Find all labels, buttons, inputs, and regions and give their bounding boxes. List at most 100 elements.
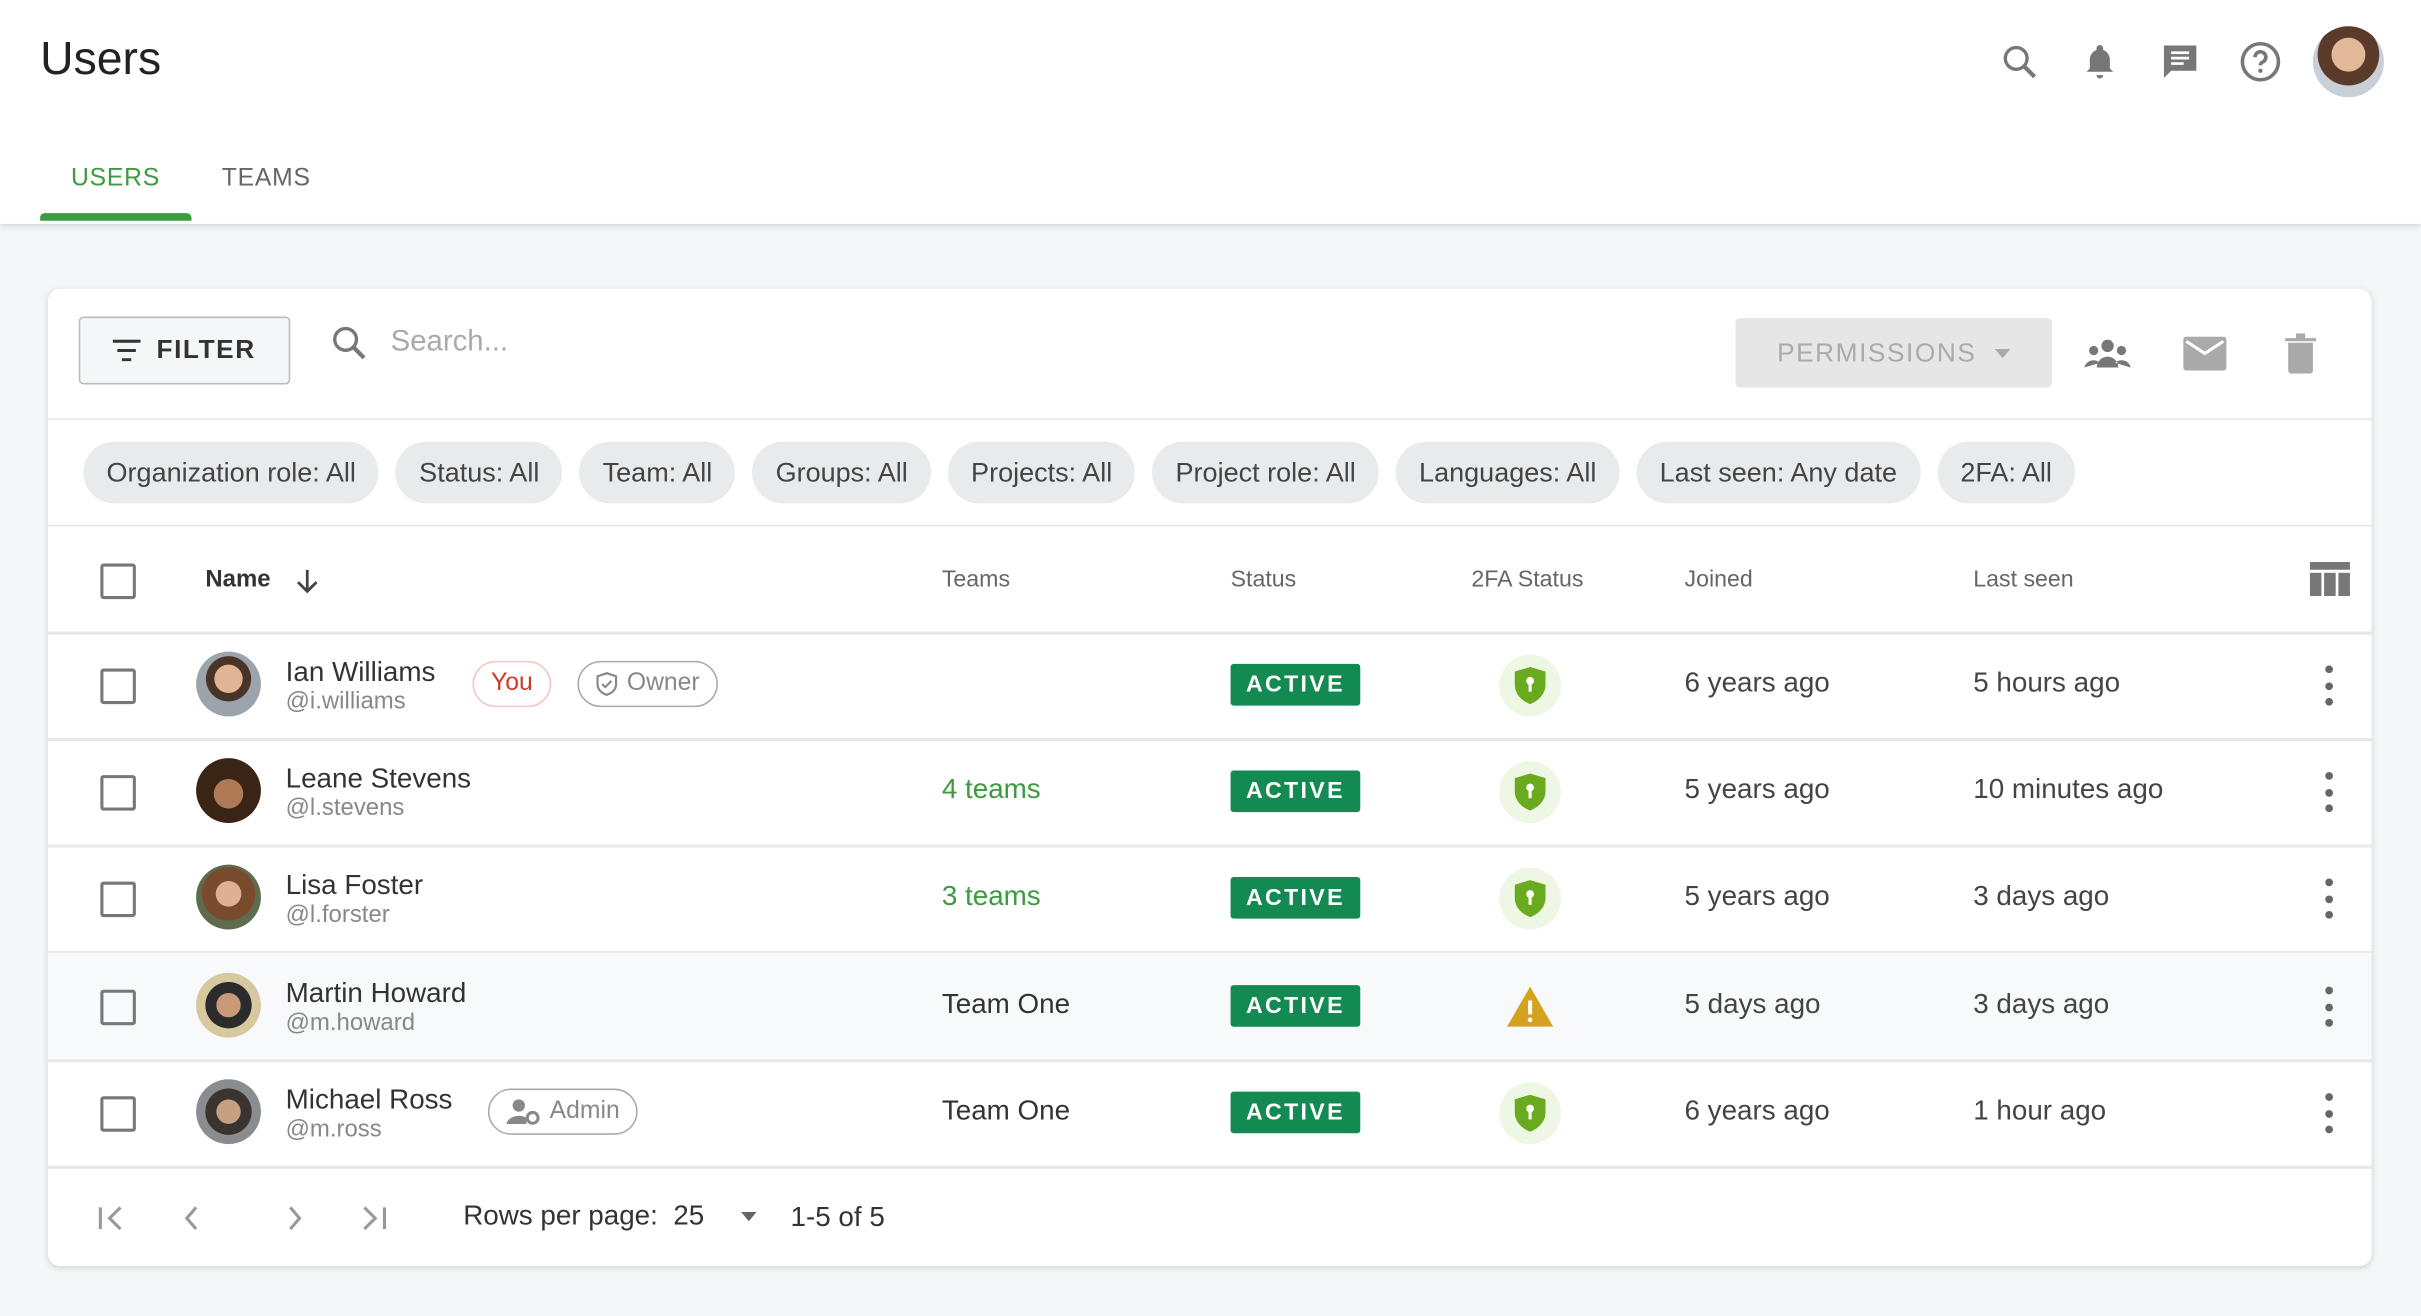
you-badge: You — [472, 660, 552, 708]
help-icon[interactable] — [2220, 25, 2300, 99]
top-bar: Users USERS TEAMS — [0, 0, 2421, 224]
chip-groups[interactable]: Groups: All — [752, 441, 931, 504]
joined: 5 years ago — [1684, 880, 1830, 911]
table-header: Name Teams Status 2FA Status Joined Last… — [47, 527, 2372, 635]
row-checkbox[interactable] — [100, 989, 136, 1026]
user-name[interactable]: Lisa Foster — [285, 869, 424, 901]
chip-project-role[interactable]: Project role: All — [1152, 441, 1379, 504]
columns-icon[interactable] — [2309, 562, 2350, 596]
chip-last-seen[interactable]: Last seen: Any date — [1636, 441, 1921, 504]
table-row[interactable]: Ian Williams @i.williams You Owner ACTIV… — [47, 631, 2372, 742]
tab-users[interactable]: USERS — [40, 139, 191, 221]
row-checkbox[interactable] — [100, 881, 136, 918]
column-name[interactable]: Name — [205, 566, 271, 593]
status-badge: ACTIVE — [1230, 985, 1361, 1027]
table-row[interactable]: Michael Ross @m.ross Admin Team One ACTI… — [47, 1059, 2372, 1169]
2fa-warning-icon — [1499, 976, 1561, 1038]
user-teams[interactable]: Team One — [941, 1094, 1071, 1126]
user-avatar[interactable] — [2312, 26, 2384, 98]
avatar — [196, 972, 261, 1038]
rows-per-page-select[interactable]: 25 — [673, 1199, 705, 1231]
rows-per-page-label: Rows per page: — [463, 1199, 658, 1231]
mail-icon[interactable] — [2177, 326, 2233, 382]
user-handle: @l.forster — [285, 901, 390, 928]
owner-badge: Owner — [577, 660, 719, 708]
avatar — [196, 651, 261, 717]
status-badge: ACTIVE — [1230, 876, 1361, 919]
more-vert-icon[interactable] — [2313, 665, 2344, 706]
user-name[interactable]: Martin Howard — [285, 977, 467, 1009]
user-handle: @i.williams — [285, 688, 406, 715]
last-page-icon[interactable] — [355, 1200, 392, 1237]
group-icon[interactable] — [2080, 326, 2136, 382]
joined: 6 years ago — [1684, 667, 1830, 698]
filter-label: FILTER — [156, 335, 256, 365]
column-last-seen: Last seen — [1973, 566, 2074, 593]
2fa-enabled-shield-icon — [1499, 654, 1561, 717]
chip-projects[interactable]: Projects: All — [947, 441, 1136, 504]
avatar — [196, 864, 261, 930]
row-checkbox[interactable] — [100, 668, 136, 705]
caret-down-icon — [1994, 348, 2011, 358]
filter-icon — [113, 339, 142, 362]
2fa-enabled-shield-icon — [1499, 867, 1561, 930]
status-badge: ACTIVE — [1230, 663, 1361, 706]
chip-status[interactable]: Status: All — [396, 441, 563, 504]
table-row[interactable]: Leane Stevens @l.stevens 4 teams ACTIVE … — [47, 738, 2372, 848]
chip-team[interactable]: Team: All — [579, 441, 736, 504]
last-seen: 1 hour ago — [1973, 1094, 2107, 1126]
avatar — [196, 758, 261, 823]
last-seen: 3 days ago — [1973, 988, 2110, 1020]
status-badge: ACTIVE — [1230, 770, 1361, 813]
users-card: FILTER PERMISSIONS Organization role: Al… — [47, 288, 2372, 1267]
user-teams[interactable]: 4 teams — [941, 773, 1041, 805]
select-all-checkbox[interactable] — [100, 563, 136, 600]
filter-chips: Organization role: All Status: All Team:… — [47, 420, 2372, 527]
user-name[interactable]: Leane Stevens — [285, 762, 472, 794]
avatar — [196, 1079, 261, 1145]
chip-organization-role[interactable]: Organization role: All — [83, 441, 380, 504]
joined: 5 days ago — [1684, 988, 1821, 1020]
tab-teams[interactable]: TEAMS — [221, 165, 311, 192]
page-title: Users — [40, 33, 162, 85]
user-name[interactable]: Michael Ross — [285, 1083, 453, 1115]
table-row[interactable]: Lisa Foster @l.forster 3 teams ACTIVE 5 … — [47, 845, 2372, 955]
permissions-dropdown[interactable]: PERMISSIONS — [1735, 318, 2052, 388]
more-vert-icon[interactable] — [2313, 986, 2344, 1027]
more-vert-icon[interactable] — [2313, 878, 2344, 919]
user-teams[interactable]: 3 teams — [941, 880, 1041, 911]
more-vert-icon[interactable] — [2313, 1093, 2344, 1134]
row-checkbox[interactable] — [100, 775, 136, 811]
next-page-icon[interactable] — [276, 1200, 313, 1237]
user-handle: @l.stevens — [285, 795, 405, 822]
filter-button[interactable]: FILTER — [78, 316, 291, 385]
more-vert-icon[interactable] — [2313, 772, 2344, 813]
sort-arrow-down-icon[interactable] — [296, 569, 318, 595]
last-seen: 3 days ago — [1973, 880, 2110, 911]
chip-2fa[interactable]: 2FA: All — [1937, 441, 2076, 504]
search-icon[interactable] — [1979, 25, 2059, 99]
2fa-enabled-shield-icon — [1499, 761, 1561, 823]
last-seen: 10 minutes ago — [1973, 773, 2164, 805]
chip-languages[interactable]: Languages: All — [1395, 441, 1620, 504]
user-handle: @m.howard — [285, 1009, 416, 1037]
row-checkbox[interactable] — [100, 1096, 136, 1132]
column-joined: Joined — [1684, 566, 1753, 593]
permissions-label: PERMISSIONS — [1777, 337, 1977, 367]
bell-icon[interactable] — [2060, 25, 2140, 99]
column-teams: Teams — [941, 566, 1011, 593]
prev-page-icon[interactable] — [173, 1200, 210, 1237]
search-input[interactable] — [387, 324, 1166, 362]
chat-icon[interactable] — [2140, 25, 2220, 99]
table-row[interactable]: Martin Howard @m.howard Team One ACTIVE … — [47, 952, 2372, 1063]
user-teams[interactable]: Team One — [941, 988, 1071, 1020]
2fa-enabled-shield-icon — [1499, 1082, 1561, 1145]
caret-down-icon[interactable] — [720, 1210, 757, 1222]
user-name[interactable]: Ian Williams — [285, 656, 436, 688]
user-gear-icon — [506, 1099, 540, 1125]
user-handle: @m.ross — [285, 1116, 382, 1143]
column-status: Status — [1230, 566, 1297, 593]
trash-icon[interactable] — [2273, 326, 2329, 382]
first-page-icon[interactable] — [93, 1200, 130, 1237]
column-2fa-status: 2FA Status — [1471, 566, 1584, 593]
